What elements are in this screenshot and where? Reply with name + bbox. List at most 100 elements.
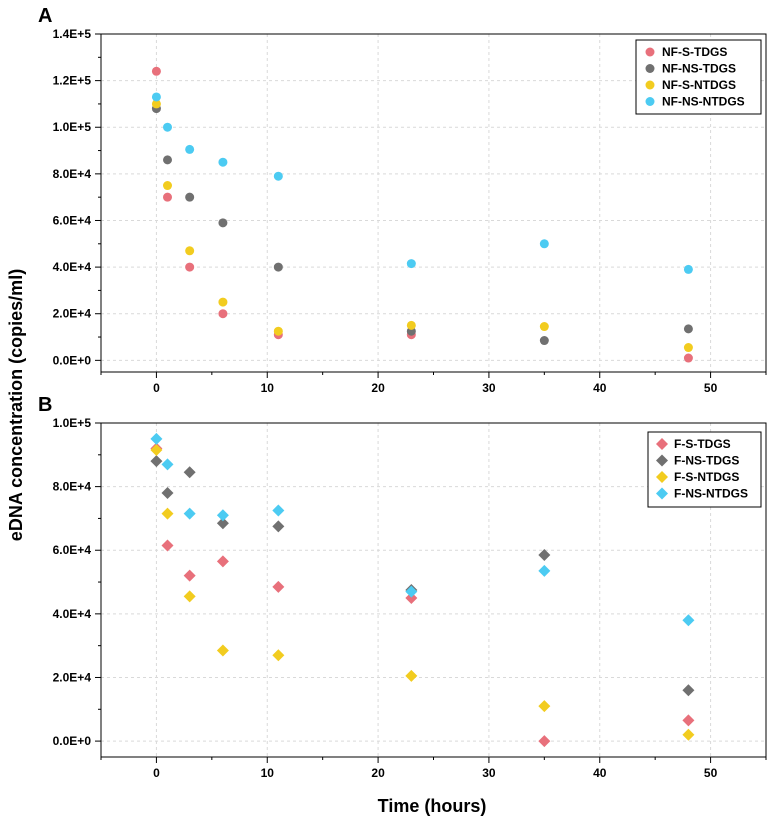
panel-b-chart: 0 10 20 30 40 50 0.0E+0 2.0E+4 4.0E+4 6.0E+4 8.0E+… [53, 416, 767, 780]
panel-a-y-tick-label: 1.2E+5 [53, 74, 92, 88]
panel-b-y-tick-label: 4.0E+4 [53, 607, 92, 621]
panel-a-x-tick-label: 40 [593, 381, 607, 395]
data-point-nf-ns-ntdgs [539, 239, 549, 249]
data-point-f-ns-tdgs [150, 455, 163, 468]
data-point-nf-ns-tdgs [683, 324, 693, 334]
panel-b-y-tick-label: 1.0E+5 [53, 416, 92, 430]
data-point-nf-ns-ntdgs [406, 259, 416, 269]
data-point-nf-s-tdgs [185, 262, 195, 272]
panel-a-x-tick-label: 10 [261, 381, 275, 395]
y-axis-title: eDNA concentration (copies/ml) [6, 269, 26, 541]
data-point-f-ns-tdgs [272, 520, 285, 533]
legend-label-nf-ns-ntdgs: NF-NS-NTDGS [662, 95, 745, 109]
data-point-f-s-tdgs [216, 555, 229, 568]
data-point-f-ns-ntdgs [682, 614, 695, 627]
legend-label-f-s-ntdgs: F-S-NTDGS [674, 470, 739, 484]
legend-marker-f-ns-tdgs [656, 454, 668, 467]
panel-a-y-tick-label: 1.4E+5 [53, 27, 92, 41]
panel-b-x-tick-label: 30 [482, 766, 496, 780]
data-point-f-ns-ntdgs [150, 432, 163, 445]
data-point-f-ns-ntdgs [216, 509, 229, 522]
x-axis-title: Time (hours) [378, 796, 487, 816]
data-point-f-s-ntdgs [682, 728, 695, 741]
data-point-f-s-ntdgs [183, 590, 196, 603]
panel-a-label: A [38, 5, 52, 27]
panel-a-y-tick-label: 2.0E+4 [53, 307, 92, 321]
panel-a-y-tick-label: 8.0E+4 [53, 167, 92, 181]
legend-label-nf-ns-tdgs: NF-NS-TDGS [662, 62, 736, 76]
data-point-f-ns-ntdgs [405, 585, 418, 598]
panel-b-label: B [38, 394, 52, 416]
data-point-nf-s-tdgs [151, 66, 161, 76]
panel-b-x-tick-label: 0 [153, 766, 160, 780]
data-point-f-s-ntdgs [272, 649, 285, 662]
panel-a-y-tick-label: 0.0E+0 [53, 353, 92, 367]
data-point-nf-s-ntdgs [273, 326, 283, 336]
data-point-f-s-tdgs [272, 580, 285, 593]
data-point-f-ns-tdgs [682, 684, 695, 697]
data-point-nf-ns-ntdgs [273, 171, 283, 181]
data-point-f-s-ntdgs [161, 507, 174, 520]
data-point-f-s-tdgs [682, 714, 695, 727]
legend-marker-f-s-tdgs [656, 438, 668, 450]
data-point-nf-ns-ntdgs [163, 122, 172, 132]
panel-a-y-tick-label: 1.0E+5 [53, 120, 92, 134]
data-point-nf-ns-ntdgs [218, 157, 228, 167]
panel-b-y-tick-label: 6.0E+4 [53, 543, 92, 557]
data-point-f-s-tdgs [405, 591, 418, 604]
legend-marker-nf-s-ntdgs [645, 80, 655, 90]
legend-marker-nf-s-tdgs [645, 47, 655, 57]
panel-b-y-tick-label: 0.0E+0 [53, 734, 92, 748]
legend-label-f-s-tdgs: F-S-TDGS [674, 437, 731, 451]
data-point-nf-s-tdgs [683, 353, 693, 363]
legend-marker-nf-ns-tdgs [645, 64, 655, 73]
legend-marker-nf-ns-ntdgs [645, 97, 655, 106]
data-point-nf-ns-tdgs [218, 218, 228, 228]
data-point-nf-s-ntdgs [406, 320, 416, 330]
data-point-nf-ns-tdgs [185, 192, 195, 202]
data-point-f-ns-tdgs [183, 466, 196, 479]
data-point-f-s-ntdgs [216, 644, 229, 657]
data-point-f-s-ntdgs [150, 444, 163, 457]
data-point-nf-s-ntdgs [151, 99, 161, 109]
data-point-nf-s-tdgs [218, 309, 228, 319]
panel-b-x-tick-label: 50 [704, 766, 718, 780]
data-point-nf-ns-ntdgs [683, 264, 693, 274]
data-point-nf-s-ntdgs [539, 322, 549, 332]
legend-label-f-ns-tdgs: F-NS-TDGS [674, 454, 739, 468]
data-point-f-ns-tdgs [161, 486, 174, 499]
legend-label-nf-s-tdgs: NF-S-TDGS [662, 45, 727, 59]
legend-marker-f-s-ntdgs [656, 471, 668, 483]
data-point-nf-ns-tdgs [273, 262, 283, 272]
legend-label-nf-s-ntdgs: NF-S-NTDGS [662, 78, 736, 92]
panel-a-y-tick-label: 6.0E+4 [53, 213, 92, 227]
panel-a-x-tick-label: 0 [153, 381, 160, 395]
data-point-nf-ns-ntdgs [185, 144, 195, 154]
panel-b-y-tick-label: 8.0E+4 [53, 480, 92, 494]
legend-label-f-ns-ntdgs: F-NS-NTDGS [674, 487, 748, 501]
data-point-nf-s-ntdgs [218, 297, 228, 307]
data-point-f-ns-ntdgs [183, 507, 196, 520]
data-point-nf-ns-tdgs [163, 155, 172, 165]
data-point-nf-s-ntdgs [185, 246, 195, 256]
panel-a-legend [635, 39, 762, 115]
data-point-f-ns-tdgs [538, 549, 551, 562]
panel-a-x-tick-label: 30 [482, 381, 496, 395]
data-point-f-s-tdgs [538, 735, 551, 748]
panel-b-x-tick-label: 40 [593, 766, 607, 780]
data-point-f-ns-ntdgs [161, 458, 174, 471]
panel-b-x-tick-label: 20 [371, 766, 385, 780]
legend-marker-f-ns-ntdgs [656, 487, 668, 500]
data-point-nf-ns-tdgs [539, 336, 549, 346]
data-point-f-s-tdgs [183, 569, 196, 582]
data-point-f-s-tdgs [161, 539, 174, 552]
panel-a-x-tick-label: 50 [704, 381, 718, 395]
data-point-f-ns-tdgs [216, 517, 229, 530]
data-point-f-ns-ntdgs [272, 504, 285, 517]
panel-a-y-tick-label: 4.0E+4 [53, 260, 92, 274]
data-point-f-s-ntdgs [538, 700, 551, 713]
data-point-nf-s-tdgs [163, 192, 172, 202]
panel-b-x-tick-label: 10 [261, 766, 275, 780]
data-point-nf-s-ntdgs [683, 343, 693, 353]
